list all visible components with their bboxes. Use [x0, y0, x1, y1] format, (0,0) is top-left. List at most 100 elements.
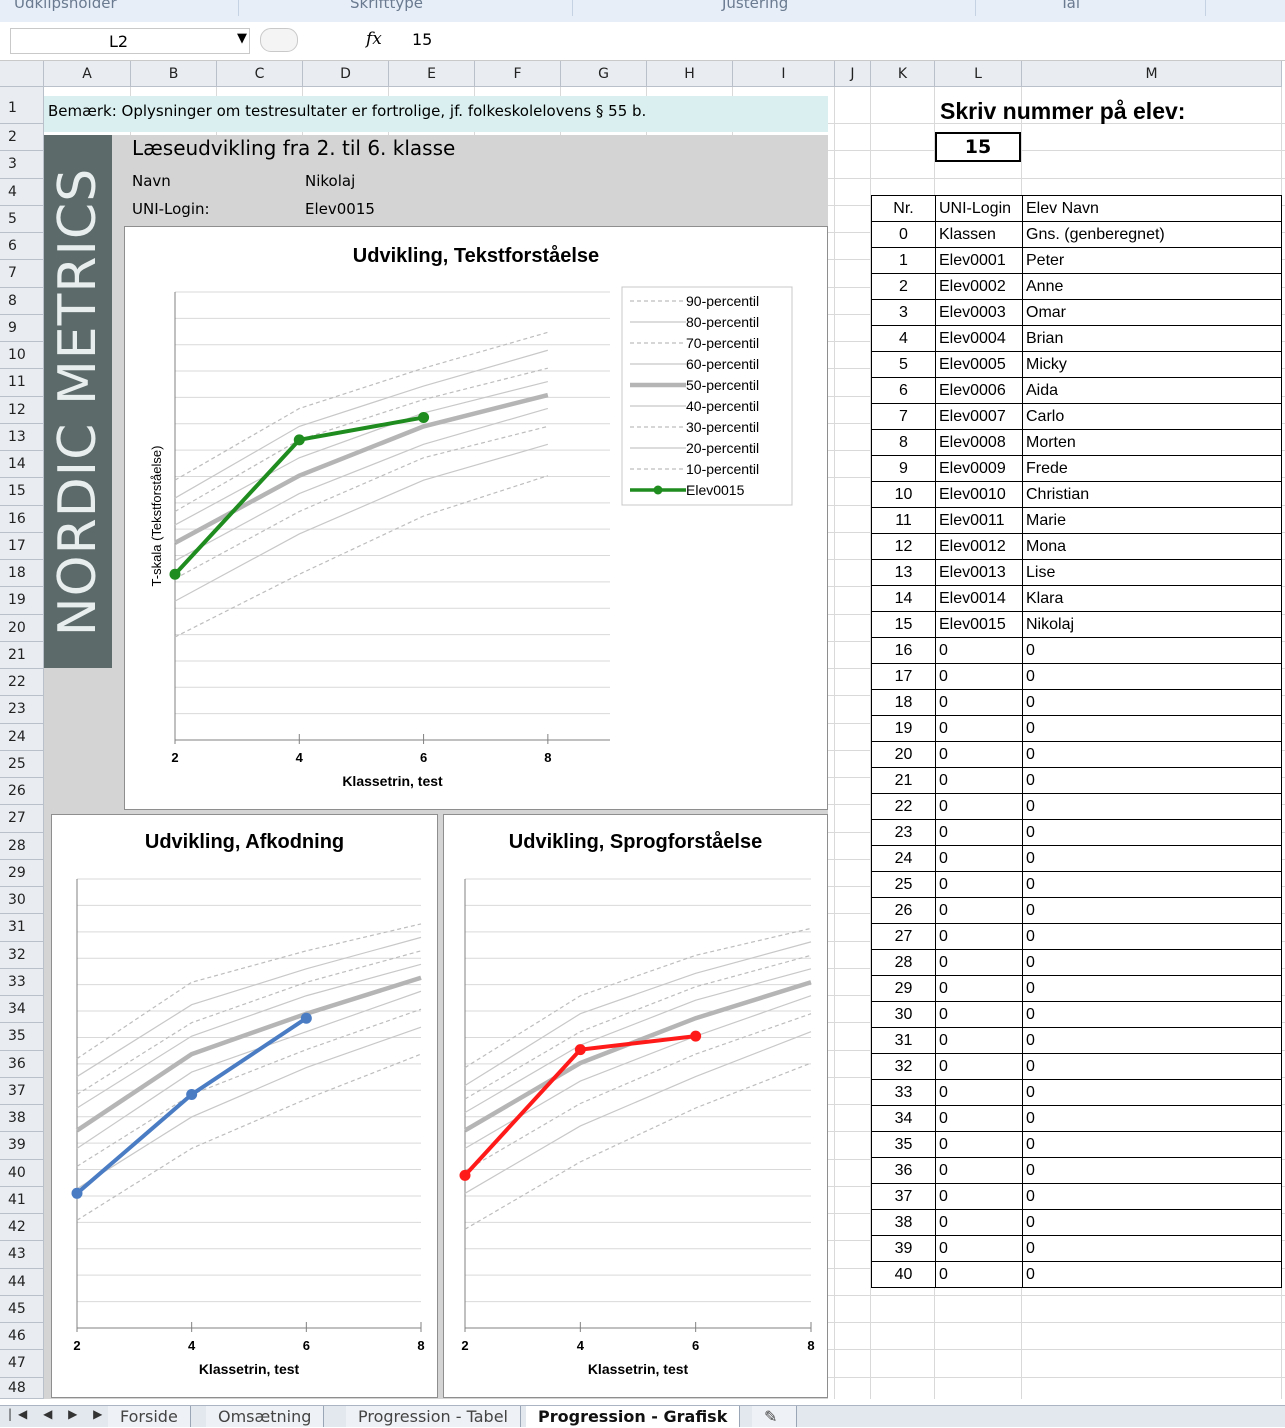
name-box[interactable]: L2 ▼ [10, 28, 250, 54]
cell-elev-navn[interactable]: 0 [1022, 689, 1282, 716]
cell-nr[interactable]: 33 [871, 1079, 936, 1106]
row-header-31[interactable]: 31 [0, 914, 44, 942]
table-row[interactable]: 19 0 0 [871, 715, 1282, 742]
cell-elev-navn[interactable]: Omar [1022, 299, 1282, 326]
cell-nr[interactable]: 37 [871, 1183, 936, 1210]
row-header-44[interactable]: 44 [0, 1268, 44, 1296]
table-row[interactable]: 0 Klassen Gns. (genberegnet) [871, 221, 1282, 248]
cell-nr[interactable]: 20 [871, 741, 936, 768]
table-row[interactable]: 36 0 0 [871, 1157, 1282, 1184]
cell-elev-navn[interactable]: 0 [1022, 923, 1282, 950]
cell-nr[interactable]: 29 [871, 975, 936, 1002]
table-row[interactable]: 40 0 0 [871, 1261, 1282, 1288]
cell-uni-login[interactable]: 0 [935, 793, 1023, 820]
cell-nr[interactable]: 2 [871, 273, 936, 300]
row-header-38[interactable]: 38 [0, 1105, 44, 1133]
cell-nr[interactable]: 12 [871, 533, 936, 560]
cell-elev-navn[interactable]: Brian [1022, 325, 1282, 352]
formula-bar-expander[interactable] [260, 28, 298, 52]
cell-elev-navn[interactable]: 0 [1022, 1209, 1282, 1236]
cell-elev-navn[interactable]: 0 [1022, 663, 1282, 690]
table-row[interactable]: 8 Elev0008 Morten [871, 429, 1282, 456]
cell-elev-navn[interactable]: Aida [1022, 377, 1282, 404]
cell-nr[interactable]: 40 [871, 1261, 936, 1288]
cell-uni-login[interactable]: 0 [935, 1261, 1023, 1288]
cell-nr[interactable]: 13 [871, 559, 936, 586]
cell-nr[interactable]: 10 [871, 481, 936, 508]
cell-elev-navn[interactable]: Mona [1022, 533, 1282, 560]
table-row[interactable]: 17 0 0 [871, 663, 1282, 690]
table-row[interactable]: 35 0 0 [871, 1131, 1282, 1158]
row-header-16[interactable]: 16 [0, 505, 44, 533]
cell-elev-navn[interactable]: Christian [1022, 481, 1282, 508]
cell-uni-login[interactable]: Elev0001 [935, 247, 1023, 274]
row-header-27[interactable]: 27 [0, 805, 44, 833]
cell-elev-navn[interactable]: 0 [1022, 1027, 1282, 1054]
cell-nr[interactable]: 5 [871, 351, 936, 378]
cell-nr[interactable]: 9 [871, 455, 936, 482]
cell-elev-navn[interactable]: Peter [1022, 247, 1282, 274]
cell-nr[interactable]: 25 [871, 871, 936, 898]
cell-uni-login[interactable]: 0 [935, 845, 1023, 872]
row-header-46[interactable]: 46 [0, 1323, 44, 1351]
cell-nr[interactable]: 1 [871, 247, 936, 274]
cell-uni-login[interactable]: 0 [935, 871, 1023, 898]
cell-elev-navn[interactable]: 0 [1022, 1053, 1282, 1080]
cell-elev-navn[interactable]: Frede [1022, 455, 1282, 482]
table-row[interactable]: 11 Elev0011 Marie [871, 507, 1282, 534]
chart-sprogforstaaelse[interactable]: Udvikling, Sprogforståelse 2 4 6 8 Klassetri… [443, 814, 828, 1398]
table-row[interactable]: 15 Elev0015 Nikolaj [871, 611, 1282, 638]
table-row[interactable]: 21 0 0 [871, 767, 1282, 794]
cell-elev-navn[interactable]: 0 [1022, 1235, 1282, 1262]
column-header-l[interactable]: L [935, 61, 1022, 87]
cell-uni-login[interactable]: Elev0011 [935, 507, 1023, 534]
row-header-11[interactable]: 11 [0, 369, 44, 397]
cell-uni-login[interactable]: 0 [935, 767, 1023, 794]
cell-elev-navn[interactable]: 0 [1022, 845, 1282, 872]
column-header-b[interactable]: B [131, 61, 217, 87]
table-row[interactable]: 1 Elev0001 Peter [871, 247, 1282, 274]
row-header-22[interactable]: 22 [0, 669, 44, 697]
cell-uni-login[interactable]: 0 [935, 689, 1023, 716]
row-header-12[interactable]: 12 [0, 396, 44, 424]
row-header-17[interactable]: 17 [0, 532, 44, 560]
row-header-42[interactable]: 42 [0, 1214, 44, 1242]
row-header-10[interactable]: 10 [0, 342, 44, 370]
row-header-6[interactable]: 6 [0, 233, 44, 261]
row-header-23[interactable]: 23 [0, 696, 44, 724]
row-header-5[interactable]: 5 [0, 205, 44, 233]
cell-uni-login[interactable]: 0 [935, 819, 1023, 846]
table-row[interactable]: 27 0 0 [871, 923, 1282, 950]
cell-uni-login[interactable]: 0 [935, 1183, 1023, 1210]
row-header-2[interactable]: 2 [0, 124, 44, 152]
cell-nr[interactable]: 16 [871, 637, 936, 664]
cell-nr[interactable]: 21 [871, 767, 936, 794]
column-header-c[interactable]: C [217, 61, 303, 87]
row-header-14[interactable]: 14 [0, 451, 44, 479]
table-row[interactable]: 34 0 0 [871, 1105, 1282, 1132]
table-row[interactable]: 9 Elev0009 Frede [871, 455, 1282, 482]
cell-nr[interactable]: 15 [871, 611, 936, 638]
table-row[interactable]: 7 Elev0007 Carlo [871, 403, 1282, 430]
cell-uni-login[interactable]: 0 [935, 1209, 1023, 1236]
formula-input[interactable]: 15 [412, 30, 433, 49]
cell-elev-navn[interactable]: 0 [1022, 1261, 1282, 1288]
table-row[interactable]: 3 Elev0003 Omar [871, 299, 1282, 326]
row-header-21[interactable]: 21 [0, 641, 44, 669]
table-row[interactable]: 20 0 0 [871, 741, 1282, 768]
column-header-i[interactable]: I [733, 61, 835, 87]
table-row[interactable]: 32 0 0 [871, 1053, 1282, 1080]
row-header-18[interactable]: 18 [0, 560, 44, 588]
column-header-h[interactable]: H [647, 61, 733, 87]
row-header-32[interactable]: 32 [0, 941, 44, 969]
cell-uni-login[interactable]: 0 [935, 975, 1023, 1002]
column-header-m[interactable]: M [1022, 61, 1282, 87]
cell-uni-login[interactable]: Elev0013 [935, 559, 1023, 586]
row-header-29[interactable]: 29 [0, 859, 44, 887]
chevron-down-icon[interactable]: ▼ [237, 31, 247, 46]
cell-nr[interactable]: 8 [871, 429, 936, 456]
cell-elev-navn[interactable]: 0 [1022, 871, 1282, 898]
cell-uni-login[interactable]: Elev0012 [935, 533, 1023, 560]
cell-uni-login[interactable]: 0 [935, 1053, 1023, 1080]
table-row[interactable]: 6 Elev0006 Aida [871, 377, 1282, 404]
